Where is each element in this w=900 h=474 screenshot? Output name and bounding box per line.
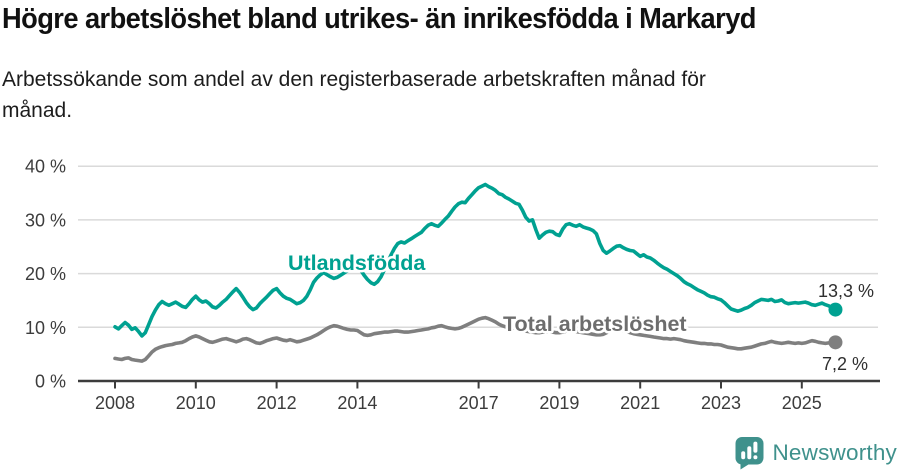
series-end-dot (828, 335, 843, 350)
y-axis-label-10: 10 % (25, 318, 66, 338)
series-end-dot (828, 302, 843, 317)
line-chart: 0 % 10 % 20 % 30 % 40 % 2008 2010 2012 2014 2017 2… (25, 157, 880, 413)
series-label-utlandsfodda: Utlandsfödda (288, 251, 426, 275)
y-axis-label-30: 30 % (25, 210, 66, 230)
end-value-label-total: 7,2 % (822, 354, 868, 374)
series-line-utlandsf-dda (113, 182, 838, 338)
end-value-label-utlandsfodda: 13,3 % (818, 281, 874, 301)
x-axis-label-2017: 2017 (459, 393, 499, 413)
series-lines (113, 182, 843, 363)
chart-subtitle: Arbetssökande som andel av den registerb… (2, 64, 706, 126)
x-axis-label-2021: 2021 (620, 393, 660, 413)
x-axis-label-2025: 2025 (782, 393, 822, 413)
series-label-total-arbetsloshet: Total arbetslöshet (503, 312, 687, 336)
y-axis-label-0: 0 % (35, 372, 66, 392)
axes: 0 % 10 % 20 % 30 % 40 % 2008 2010 2012 2014 2017 2… (25, 157, 880, 413)
chart-subtitle-line2: månad. (2, 99, 73, 122)
x-axis-label-2012: 2012 (257, 393, 297, 413)
chart-subtitle-line1: Arbetssökande som andel av den registerb… (2, 68, 706, 91)
newsworthy-logo: Newsworthy (734, 436, 897, 470)
y-axis-label-20: 20 % (25, 264, 66, 284)
y-axis-label-40: 40 % (25, 157, 66, 177)
x-axis-label-2008: 2008 (95, 393, 135, 413)
brand-name: Newsworthy (772, 440, 897, 465)
x-axis-label-2023: 2023 (701, 393, 741, 413)
chart-title: Högre arbetslöshet bland utrikes- än inr… (2, 3, 756, 35)
gridlines (78, 165, 878, 329)
x-axis-label-2014: 2014 (337, 393, 377, 413)
x-axis-label-2019: 2019 (539, 393, 579, 413)
bar-chart-speech-bubble-icon (735, 437, 764, 470)
x-axis-label-2010: 2010 (176, 393, 216, 413)
series-line-total-arbetsl-shet (113, 315, 838, 363)
